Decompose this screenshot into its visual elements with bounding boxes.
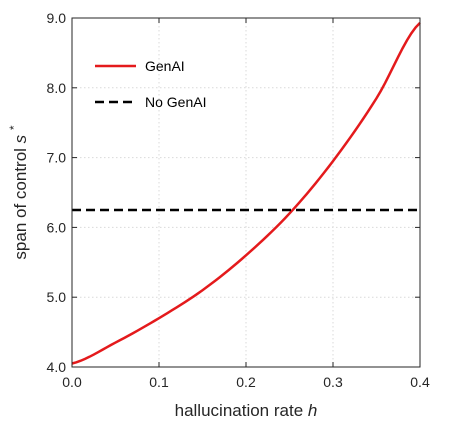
x-tick-label: 0.0 <box>62 374 82 390</box>
legend: GenAI No GenAI <box>95 58 206 110</box>
y-tick-label: 7.0 <box>47 150 67 166</box>
legend-label: No GenAI <box>145 94 206 110</box>
y-axis-label: span of control <box>11 148 30 260</box>
x-tick-label: 0.3 <box>323 374 343 390</box>
x-axis-label: hallucination rate <box>175 401 304 420</box>
x-tick-label: 0.1 <box>149 374 169 390</box>
y-tick-label: 5.0 <box>47 289 67 305</box>
series-layer <box>71 22 421 365</box>
y-axis-variable: s <box>11 134 30 143</box>
x-tick-label: 0.4 <box>410 374 430 390</box>
y-tick-label: 4.0 <box>47 359 67 375</box>
x-axis-title: hallucination rate h <box>175 401 318 420</box>
legend-label: GenAI <box>145 58 185 74</box>
x-axis-variable: h <box>308 401 317 420</box>
grid <box>72 18 420 367</box>
ticks <box>71 17 421 368</box>
y-tick-label: 8.0 <box>47 80 67 96</box>
y-axis-title: span of control s * <box>7 125 30 259</box>
y-tick-label: 6.0 <box>47 219 67 235</box>
x-tick-label: 0.2 <box>236 374 256 390</box>
y-tick-label: 9.0 <box>47 10 67 26</box>
series-line-genai <box>71 22 421 365</box>
y-axis-superscript: * <box>7 125 21 130</box>
tick-labels: 0.0 0.1 0.2 0.3 0.4 4.0 5.0 6.0 7.0 8.0 9.0 <box>47 10 430 390</box>
